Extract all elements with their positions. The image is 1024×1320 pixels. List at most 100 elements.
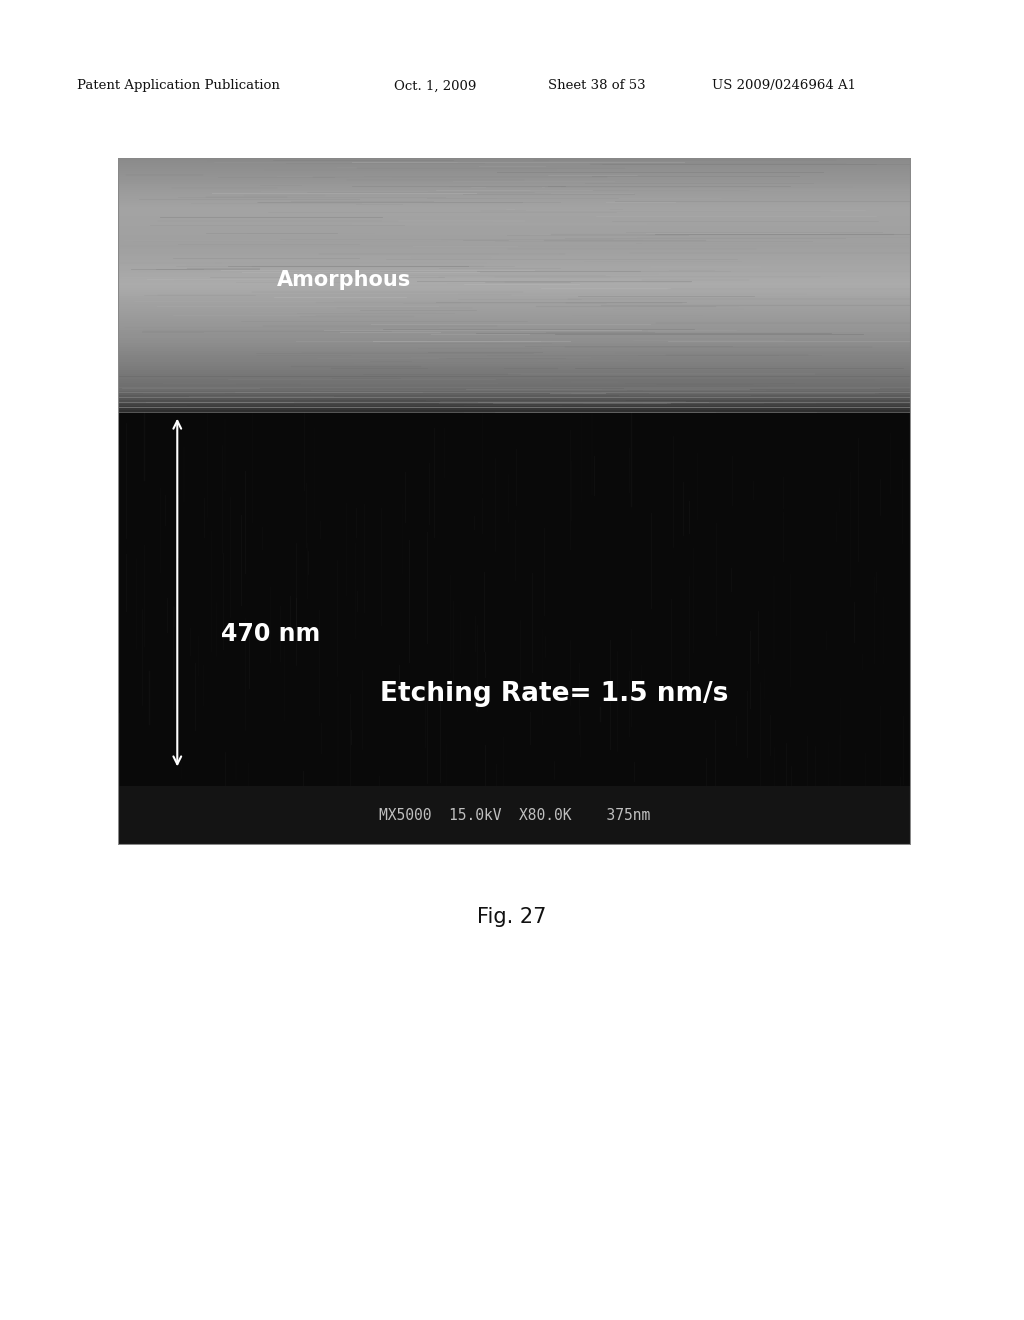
Bar <box>118 263 911 264</box>
Bar <box>118 380 911 383</box>
Bar <box>118 161 911 162</box>
Text: Amorphous: Amorphous <box>276 271 411 290</box>
Bar <box>118 194 911 197</box>
Bar <box>118 396 911 397</box>
Bar <box>118 186 911 187</box>
Bar <box>118 172 911 173</box>
Bar <box>118 205 911 207</box>
Bar <box>118 300 911 302</box>
Bar <box>118 289 911 292</box>
Bar <box>118 347 911 348</box>
Bar <box>118 337 911 338</box>
Bar <box>118 260 911 263</box>
Bar <box>118 183 911 186</box>
Bar <box>118 268 911 271</box>
Text: Fig. 27: Fig. 27 <box>477 907 547 928</box>
Bar <box>118 345 911 347</box>
Bar <box>118 327 911 330</box>
Bar <box>118 330 911 331</box>
Bar <box>118 383 911 385</box>
Bar <box>118 203 911 205</box>
Bar <box>118 323 911 326</box>
Bar <box>118 355 911 358</box>
Bar <box>118 321 911 323</box>
Bar <box>118 162 911 165</box>
Bar <box>118 370 911 372</box>
Bar <box>118 226 911 228</box>
Bar <box>118 331 911 334</box>
Bar <box>118 264 911 267</box>
Bar <box>118 271 911 273</box>
Text: US 2009/0246964 A1: US 2009/0246964 A1 <box>712 79 856 92</box>
Bar <box>118 187 911 190</box>
Bar <box>118 366 911 368</box>
Text: 100% Ar Etching: 100% Ar Etching <box>419 475 605 495</box>
Bar <box>118 242 911 243</box>
Bar <box>118 309 911 310</box>
Bar <box>118 397 911 400</box>
Text: Sheet 38 of 53: Sheet 38 of 53 <box>548 79 645 92</box>
Bar <box>118 190 911 193</box>
Bar <box>118 182 911 183</box>
Bar <box>118 294 911 296</box>
Bar <box>118 173 911 176</box>
Bar <box>118 387 911 389</box>
Bar <box>118 368 911 370</box>
Bar <box>118 214 911 215</box>
Bar <box>118 166 911 169</box>
Bar <box>118 239 911 242</box>
Bar <box>118 232 911 235</box>
Bar <box>118 313 911 315</box>
Bar <box>118 284 911 285</box>
Bar <box>118 158 911 161</box>
Bar <box>118 249 911 252</box>
Bar <box>118 404 911 407</box>
Bar <box>118 236 911 239</box>
Bar <box>118 351 911 354</box>
Bar <box>118 385 911 387</box>
Bar <box>118 375 911 376</box>
Bar <box>118 281 911 284</box>
Bar <box>118 412 911 845</box>
Bar <box>118 354 911 355</box>
Bar <box>118 305 911 306</box>
Bar <box>118 292 911 294</box>
Bar <box>118 326 911 327</box>
Bar <box>118 310 911 313</box>
Bar <box>118 338 911 341</box>
Bar <box>118 218 911 219</box>
Bar <box>118 247 911 249</box>
Bar <box>118 279 911 281</box>
Bar <box>118 359 911 362</box>
Bar <box>118 391 911 393</box>
Bar <box>118 401 911 404</box>
Bar <box>118 231 911 232</box>
Text: 470 nm: 470 nm <box>221 622 321 645</box>
Bar <box>118 348 911 351</box>
Bar <box>118 169 911 172</box>
Bar <box>118 319 911 321</box>
Bar <box>118 246 911 247</box>
Bar <box>118 787 911 845</box>
Text: Patent Application Publication: Patent Application Publication <box>77 79 280 92</box>
Bar <box>118 235 911 236</box>
Text: Etching Rate= 1.5 nm/s: Etching Rate= 1.5 nm/s <box>380 681 728 706</box>
Bar <box>118 215 911 218</box>
Bar <box>118 277 911 279</box>
Bar <box>118 219 911 222</box>
Bar <box>118 273 911 275</box>
Bar <box>118 224 911 226</box>
Bar <box>118 256 911 257</box>
Text: MX5000  15.0kV  X80.0K    375nm: MX5000 15.0kV X80.0K 375nm <box>379 808 650 824</box>
Bar <box>118 379 911 380</box>
Bar <box>118 372 911 375</box>
Bar <box>118 376 911 379</box>
Bar <box>118 197 911 198</box>
Bar <box>118 306 911 309</box>
Bar <box>118 198 911 201</box>
Bar <box>118 408 911 411</box>
Bar <box>118 165 911 166</box>
Bar <box>118 358 911 359</box>
Bar <box>118 253 911 256</box>
Bar <box>118 180 911 182</box>
